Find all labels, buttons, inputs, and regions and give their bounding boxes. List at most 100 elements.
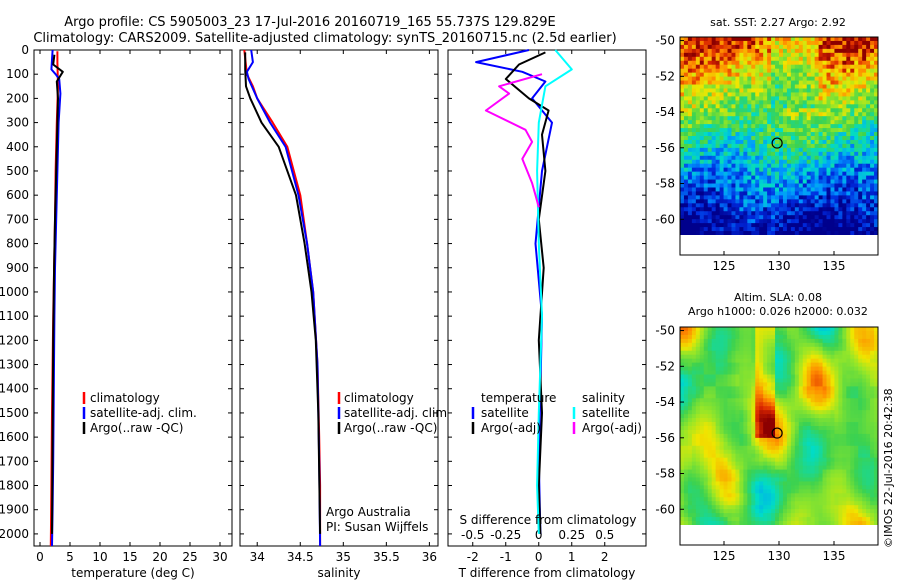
map-cell: [807, 92, 811, 96]
map-cell: [731, 144, 735, 148]
map-cell: [854, 124, 858, 128]
map-cell: [755, 65, 759, 69]
map-cell: [747, 339, 751, 343]
map-cell: [858, 470, 862, 474]
map-cell: [834, 410, 838, 414]
map-cell: [791, 355, 795, 359]
salinity-annotation-line2: PI: Susan Wijffels: [326, 520, 428, 534]
map-cell: [692, 327, 696, 331]
map-cell: [728, 351, 732, 355]
map-cell: [751, 466, 755, 470]
map-cell: [724, 207, 728, 211]
map-cell: [858, 223, 862, 227]
map-cell: [827, 481, 831, 485]
map-cell: [763, 176, 767, 180]
map-cell: [731, 223, 735, 227]
map-cell: [680, 410, 684, 414]
map-cell: [823, 96, 827, 100]
map-cell: [870, 180, 874, 184]
map-cell: [759, 211, 763, 215]
map-cell: [708, 112, 712, 116]
map-cell: [830, 215, 834, 219]
map-cell: [870, 382, 874, 386]
map-cell: [724, 347, 728, 351]
map-cell: [846, 434, 850, 438]
map-cell: [704, 136, 708, 140]
map-cell: [751, 474, 755, 478]
map-cell: [823, 92, 827, 96]
map-cell: [803, 124, 807, 128]
map-cell: [743, 108, 747, 112]
map-cell: [688, 128, 692, 132]
map-cell: [735, 454, 739, 458]
map-cell: [688, 470, 692, 474]
map-cell: [815, 450, 819, 454]
map-cell: [834, 85, 838, 89]
map-cell: [858, 347, 862, 351]
map-cell: [680, 418, 684, 422]
map-cell: [700, 466, 704, 470]
map-cell: [724, 398, 728, 402]
map-cell: [799, 386, 803, 390]
map-cell: [846, 406, 850, 410]
map-cell: [838, 335, 842, 339]
map-cell: [834, 172, 838, 176]
map-cell: [866, 100, 870, 104]
map-cell: [684, 466, 688, 470]
map-cell: [763, 180, 767, 184]
map-cell: [751, 37, 755, 41]
map-cell: [688, 132, 692, 136]
map-cell: [708, 69, 712, 73]
map-cell: [823, 466, 827, 470]
map-cell: [799, 422, 803, 426]
map-cell: [811, 375, 815, 379]
map-cell: [767, 144, 771, 148]
map-cell: [787, 176, 791, 180]
map-cell: [827, 414, 831, 418]
map-cell: [799, 215, 803, 219]
map-cell: [688, 77, 692, 81]
map-cell: [712, 422, 716, 426]
map-cell: [827, 410, 831, 414]
map-cell: [692, 410, 696, 414]
map-cell: [842, 77, 846, 81]
x-tick-label: 2: [601, 550, 609, 564]
map-cell: [862, 454, 866, 458]
map-cell: [720, 184, 724, 188]
map-cell: [779, 223, 783, 227]
map-cell: [811, 485, 815, 489]
map-cell: [870, 77, 874, 81]
map-cell: [735, 351, 739, 355]
map-cell: [787, 96, 791, 100]
map-cell: [795, 422, 799, 426]
map-cell: [775, 187, 779, 191]
map-cell: [842, 152, 846, 156]
map-cell: [716, 327, 720, 331]
map-cell: [775, 375, 779, 379]
map-cell: [692, 402, 696, 406]
map-cell: [870, 363, 874, 367]
map-cell: [842, 168, 846, 172]
map-cell: [830, 195, 834, 199]
map-cell: [747, 398, 751, 402]
map-cell: [700, 180, 704, 184]
map-cell: [751, 41, 755, 45]
map-cell: [680, 454, 684, 458]
map-cell: [862, 227, 866, 231]
map-cell: [775, 120, 779, 124]
map-cell: [834, 363, 838, 367]
map-cell: [803, 96, 807, 100]
map-cell: [747, 394, 751, 398]
map-cell: [791, 73, 795, 77]
map-cell: [708, 77, 712, 81]
map-cell: [692, 168, 696, 172]
map-cell: [716, 73, 720, 77]
map-cell: [755, 485, 759, 489]
map-cell: [716, 100, 720, 104]
map-cell: [866, 410, 870, 414]
map-cell: [838, 164, 842, 168]
map-cell: [680, 394, 684, 398]
map-cell: [787, 390, 791, 394]
map-cell: [755, 414, 759, 418]
map-cell: [819, 45, 823, 49]
